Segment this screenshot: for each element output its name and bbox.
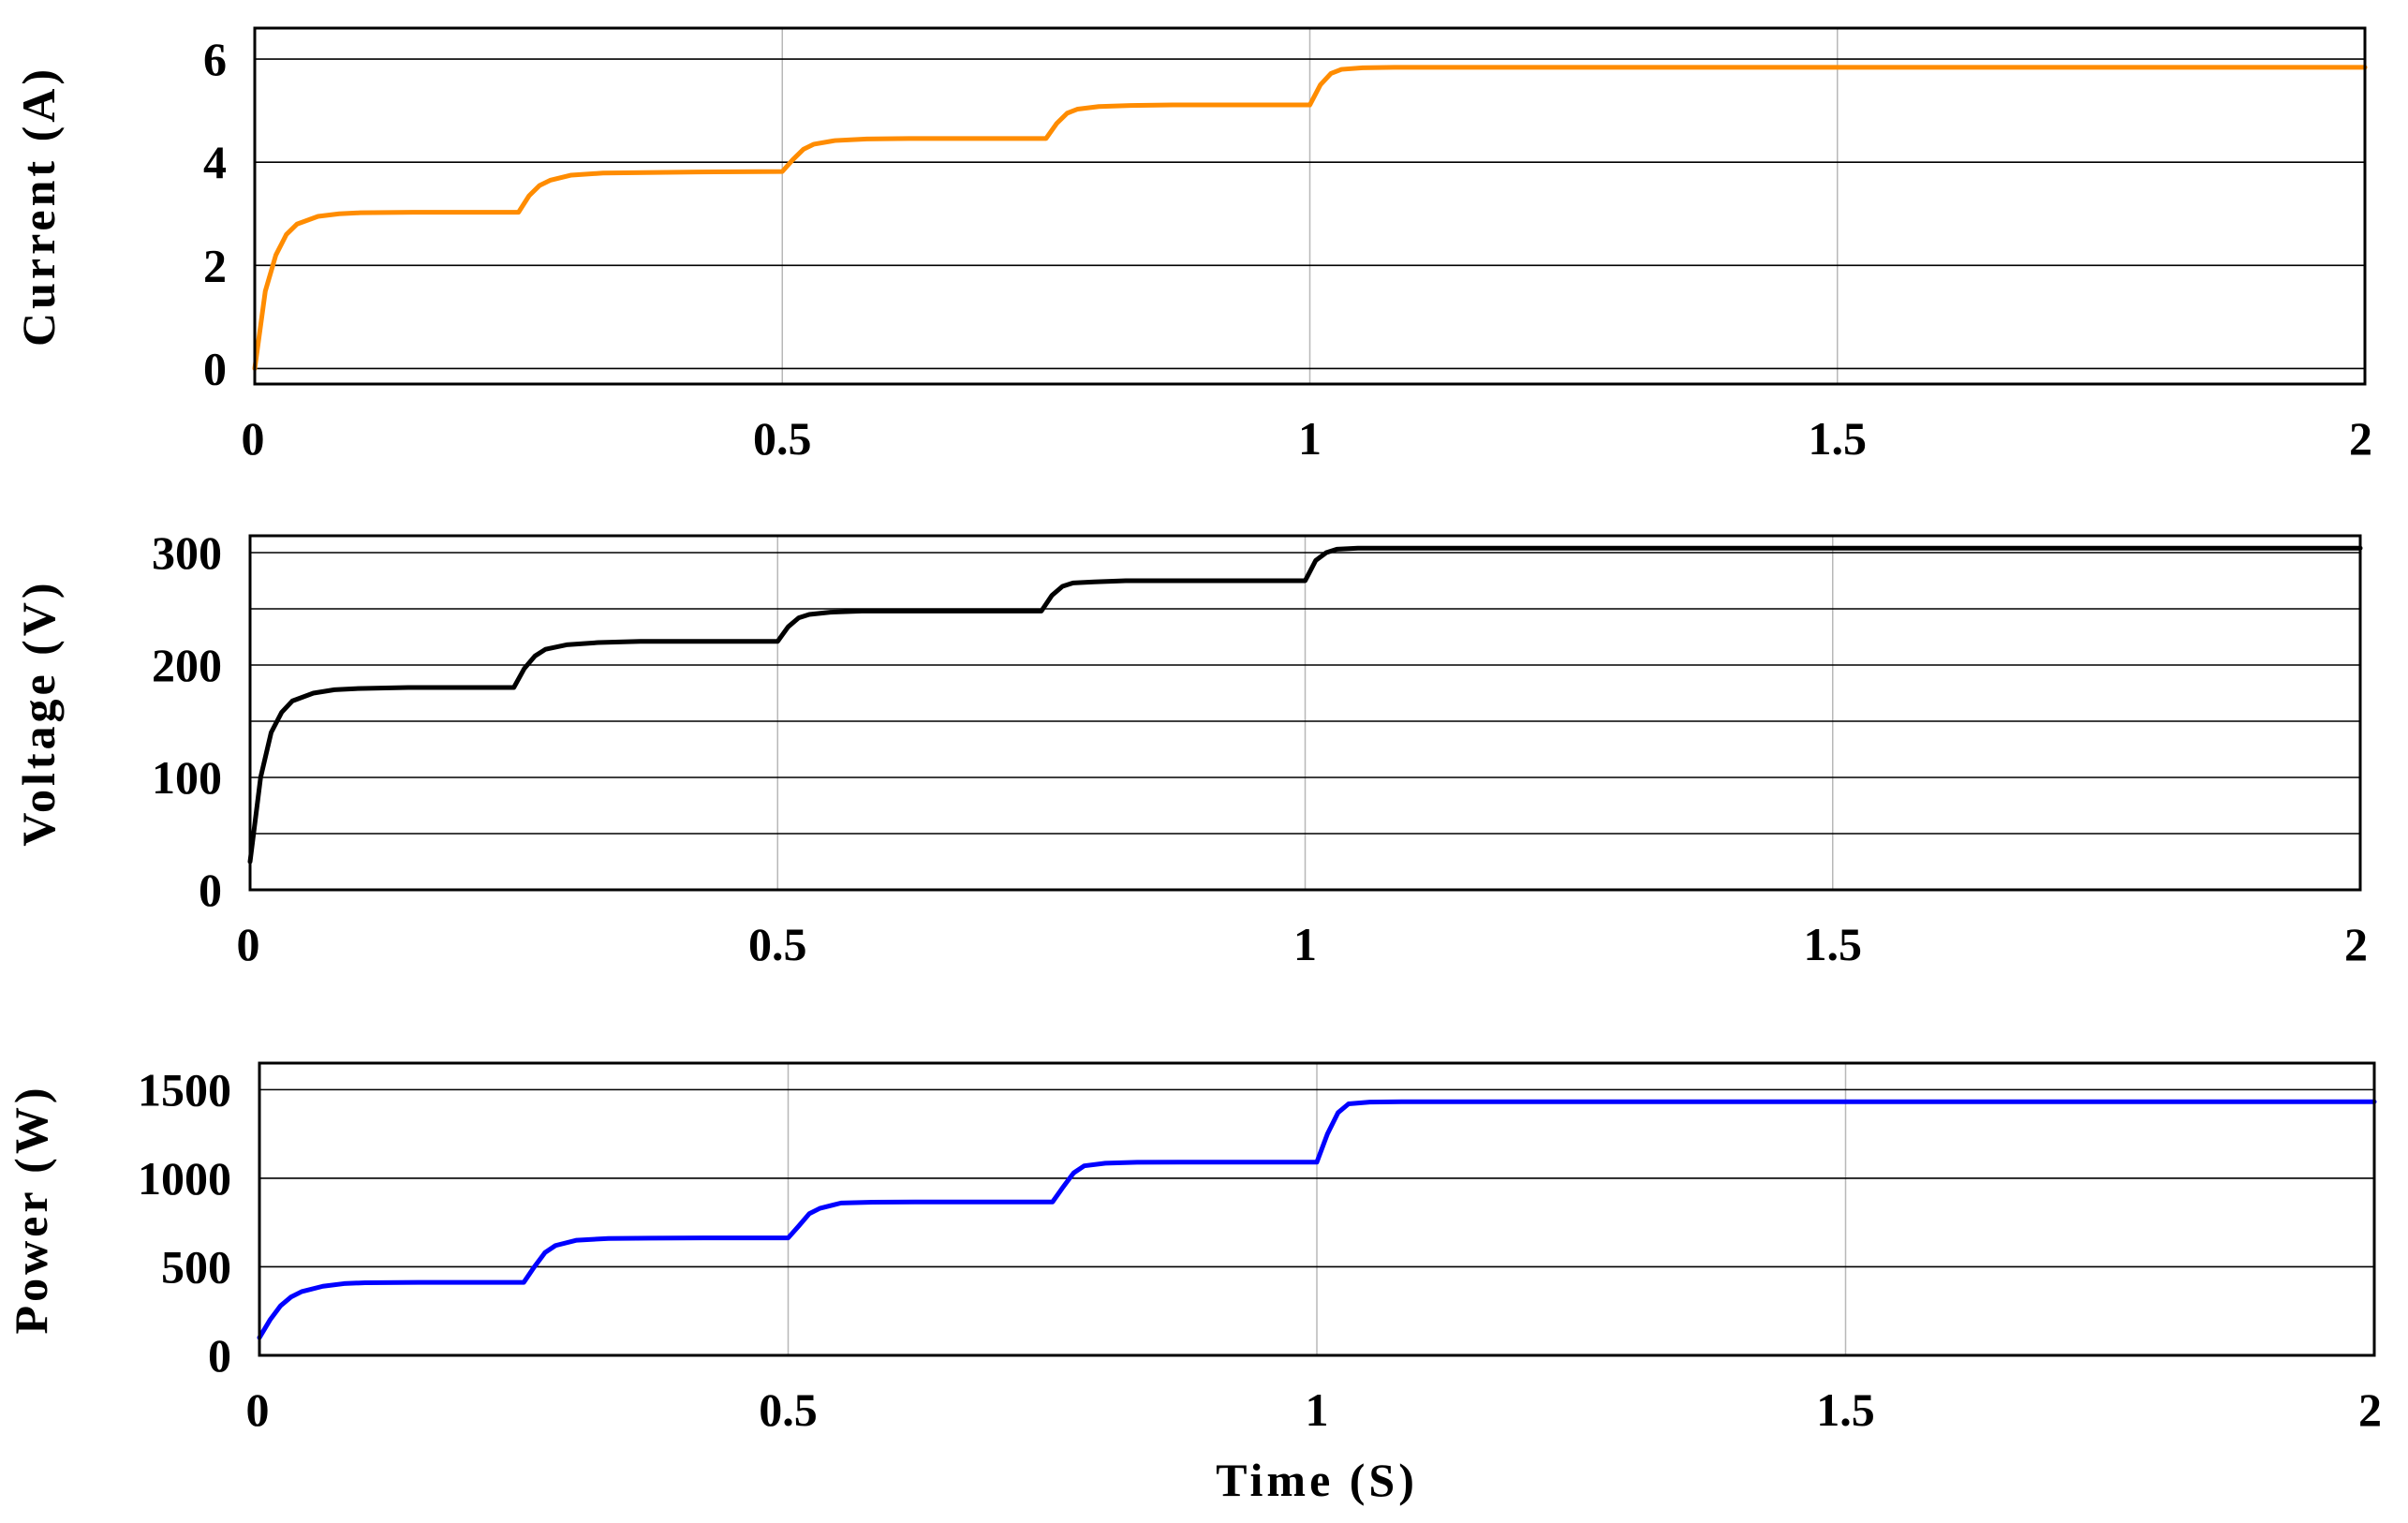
voltage-ytick-label: 0	[199, 864, 222, 916]
current-ytick-label: 0	[203, 342, 227, 394]
power-ytick-label: 1500	[138, 1063, 231, 1116]
voltage-xtick-label: 0.5	[748, 918, 807, 970]
current-plot-frame	[253, 26, 2367, 386]
current-xtick-label: 2	[2349, 412, 2372, 465]
voltage-xtick-label: 1.5	[1804, 918, 1863, 970]
power-panel: 0 500 1000 1500 0 0.5 1 1.5 2 Power (W) Time (S…	[5, 1061, 2382, 1506]
current-ytick-label: 4	[203, 136, 227, 188]
current-series-line	[252, 65, 2368, 371]
power-xtick-label: 0.5	[759, 1383, 818, 1436]
voltage-ytick-label: 200	[152, 639, 222, 691]
current-panel: 0 2 4 6 0 0.5 1 1.5 2 Current (A)	[12, 26, 2372, 465]
power-plot-frame	[258, 1061, 2376, 1357]
power-ytick-label: 1000	[138, 1152, 231, 1205]
power-xtick-label: 1	[1306, 1383, 1329, 1436]
current-axis-title: Current (A)	[12, 66, 65, 347]
power-xtick-label: 2	[2358, 1383, 2382, 1436]
power-xtick-label: 0	[246, 1383, 270, 1436]
voltage-plot-frame	[248, 534, 2362, 892]
current-xtick-label: 1	[1298, 412, 1322, 465]
power-axis-title: Power (W)	[5, 1085, 57, 1335]
voltage-ytick-label: 300	[152, 526, 222, 579]
voltage-xtick-label: 2	[2344, 918, 2368, 970]
current-ytick-label: 6	[203, 33, 227, 85]
power-series-line	[257, 1099, 2377, 1340]
current-xtick-label: 0	[242, 412, 265, 465]
power-xtick-label: 1.5	[1816, 1383, 1875, 1436]
current-xtick-label: 0.5	[753, 412, 812, 465]
voltage-axis-title: Voltage (V)	[12, 579, 65, 846]
current-xtick-label: 1.5	[1809, 412, 1868, 465]
current-ytick-label: 2	[203, 239, 227, 291]
voltage-series-line	[247, 545, 2363, 865]
power-ytick-label: 500	[161, 1240, 231, 1293]
time-axis-title: Time (S)	[1216, 1454, 1418, 1506]
power-ytick-label: 0	[208, 1329, 231, 1382]
voltage-xtick-label: 1	[1293, 918, 1317, 970]
voltage-panel: 0 100 200 300 0 0.5 1 1.5 2 Voltage (V)	[12, 526, 2368, 970]
voltage-ytick-label: 100	[152, 751, 222, 804]
voltage-xtick-label: 0	[237, 918, 260, 970]
